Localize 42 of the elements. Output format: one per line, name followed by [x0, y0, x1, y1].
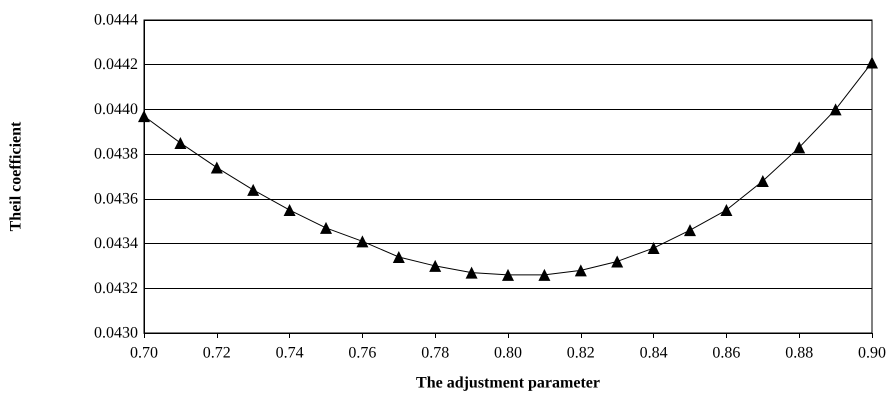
x-axis-title: The adjustment parameter [416, 374, 600, 392]
point [210, 162, 223, 174]
point [320, 222, 332, 234]
point [574, 264, 587, 276]
point [830, 103, 842, 116]
x-tick-label: 0.82 [566, 344, 595, 362]
point [611, 255, 624, 268]
y-tick-label: 0.0444 [94, 12, 138, 28]
x-tick-label: 0.78 [421, 344, 450, 362]
x-tick-label: 0.80 [494, 344, 522, 362]
point [720, 204, 732, 216]
point [502, 268, 514, 281]
x-tick-label: 0.74 [276, 344, 304, 362]
y-tick-label: 0.0440 [94, 100, 138, 118]
point [174, 136, 186, 149]
point [429, 260, 442, 272]
x-tick-label: 0.84 [640, 344, 668, 362]
x-tick-label: 0.72 [202, 344, 231, 362]
y-axis-title: Theil coefficient [8, 120, 24, 232]
point [866, 56, 878, 68]
point [392, 250, 405, 263]
point [138, 110, 150, 122]
point [538, 268, 550, 281]
x-tick-label: 0.76 [348, 344, 376, 362]
x-tick-label: 0.70 [130, 344, 158, 362]
y-tick-label: 0.0432 [94, 280, 138, 297]
x-tick-label: 0.90 [858, 344, 886, 362]
x-tick-label: 0.86 [712, 344, 740, 362]
y-tick-label: 0.0442 [94, 56, 138, 74]
y-tick-label: 0.0436 [94, 190, 138, 208]
y-tick-label: 0.0430 [94, 324, 138, 342]
point [466, 266, 478, 279]
point [648, 242, 660, 254]
point [356, 235, 368, 248]
point [284, 204, 296, 216]
point [684, 224, 696, 236]
point [247, 184, 260, 196]
point [793, 141, 806, 154]
point [756, 174, 769, 187]
y-tick-label: 0.0434 [94, 235, 138, 252]
x-tick-label: 0.88 [785, 344, 814, 362]
y-tick-label: 0.0438 [94, 146, 138, 163]
